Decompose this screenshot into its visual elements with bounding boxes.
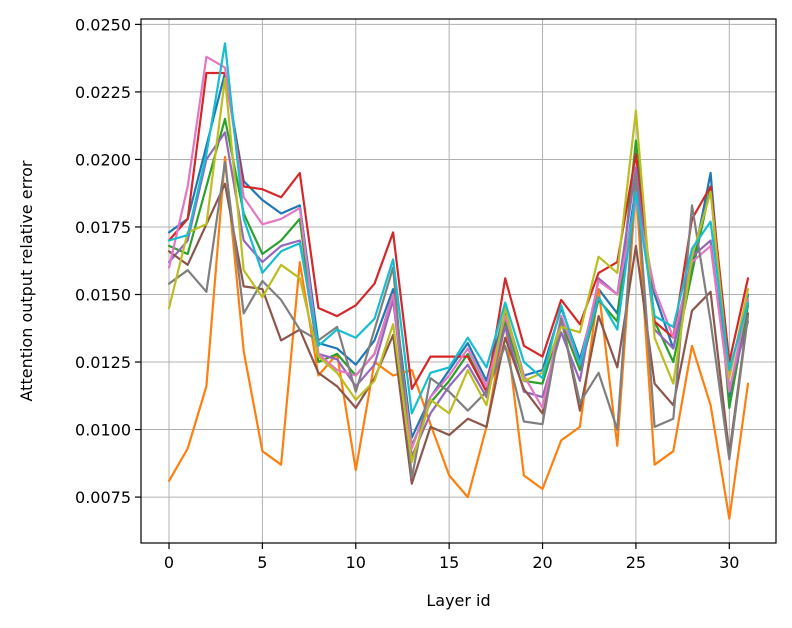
x-tick-label: 15 xyxy=(439,553,459,572)
axis-ticks: 0 5 10 15 20 25 30 0.0075 0.0100 0.0125 0.0150 0.01… xyxy=(75,15,739,572)
series-line-8 xyxy=(167,161,750,480)
x-tick-label: 5 xyxy=(257,553,267,572)
x-tick-label: 0 xyxy=(164,553,174,572)
x-tick-label: 25 xyxy=(626,553,646,572)
y-tick-label: 0.0175 xyxy=(75,218,131,237)
y-tick-label: 0.0200 xyxy=(75,150,131,169)
series-line-9 xyxy=(167,77,750,464)
y-tick-label: 0.0125 xyxy=(75,353,131,372)
series-line-7 xyxy=(167,55,750,450)
y-axis-title: Attention output relative error xyxy=(17,160,36,401)
y-tick-label: 0.0100 xyxy=(75,421,131,440)
series-line-4 xyxy=(167,71,750,393)
x-tick-label: 20 xyxy=(532,553,552,572)
series-line-2 xyxy=(167,155,750,520)
y-tick-label: 0.0250 xyxy=(75,15,131,34)
series-line-6 xyxy=(167,182,750,485)
series-lines xyxy=(167,42,750,520)
x-tick-label: 10 xyxy=(346,553,366,572)
series-line-10 xyxy=(167,42,750,415)
series-line-3 xyxy=(167,117,750,447)
x-axis-title: Layer id xyxy=(426,591,490,610)
x-tick-label: 30 xyxy=(719,553,739,572)
y-tick-label: 0.0225 xyxy=(75,83,131,102)
plot-frame xyxy=(140,18,777,544)
y-tick-label: 0.0075 xyxy=(75,488,131,507)
y-tick-label: 0.0150 xyxy=(75,286,131,305)
